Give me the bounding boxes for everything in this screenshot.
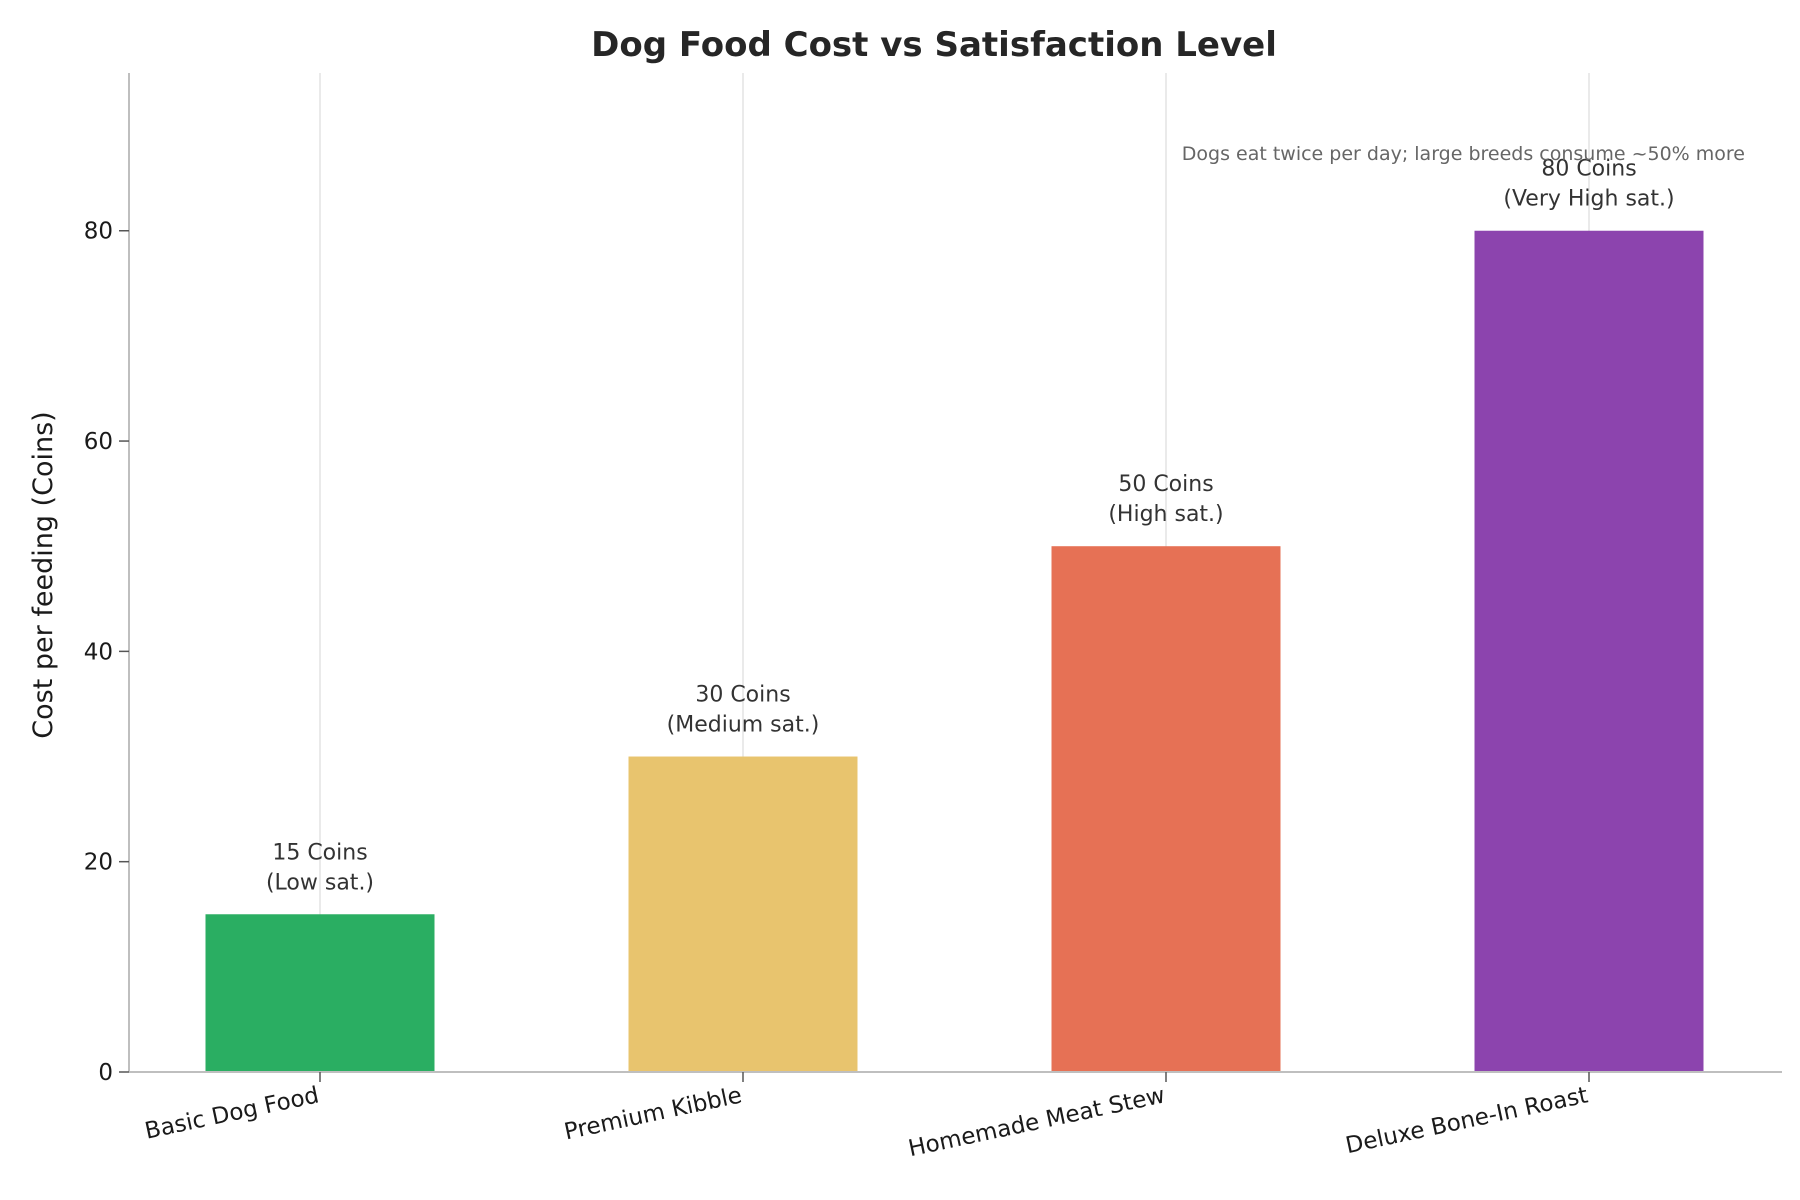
bar-4: [1474, 230, 1704, 1073]
data-label-value: 50 Coins: [1118, 472, 1213, 497]
y-tick-label: 60: [84, 429, 113, 455]
grid-lines: [319, 73, 1590, 1072]
x-tick-label: Homemade Meat Stew: [906, 1082, 1167, 1162]
bar-1: [205, 914, 435, 1072]
y-tick-label: 80: [84, 219, 113, 245]
data-label-satisfaction: (High sat.): [1108, 502, 1223, 527]
axes: [128, 73, 1782, 1073]
x-tick-label: Basic Dog Food: [143, 1082, 322, 1144]
bar-3: [1051, 546, 1281, 1072]
x-ticks: Basic Dog Food Premium Kibble Homemade Mea…: [143, 1072, 1590, 1162]
data-label-satisfaction: (Medium sat.): [667, 713, 820, 738]
bars: [205, 230, 1704, 1073]
data-label-value: 15 Coins: [272, 840, 367, 865]
x-tick-label: Deluxe Bone-In Roast: [1343, 1082, 1590, 1159]
bar-2: [628, 756, 858, 1072]
chart-annotation: Dogs eat twice per day; large breeds con…: [1182, 143, 1745, 165]
data-label-value: 80 Coins: [1541, 157, 1636, 182]
x-tick-label: Premium Kibble: [562, 1082, 744, 1145]
y-ticks: 0 20 40 60 80: [84, 219, 129, 1086]
data-label-satisfaction: (Low sat.): [266, 870, 374, 895]
y-tick-label: 40: [84, 639, 113, 665]
y-tick-label: 0: [98, 1060, 113, 1086]
chart-title: Dog Food Cost vs Satisfaction Level: [591, 25, 1277, 65]
data-label-value: 30 Coins: [695, 683, 790, 708]
y-tick-label: 20: [84, 850, 113, 876]
data-labels: 15 Coins (Low sat.) 30 Coins (Medium sat.) 5…: [266, 157, 1675, 896]
y-axis-label: Cost per feeding (Coins): [28, 411, 59, 738]
data-label-satisfaction: (Very High sat.): [1503, 187, 1674, 212]
